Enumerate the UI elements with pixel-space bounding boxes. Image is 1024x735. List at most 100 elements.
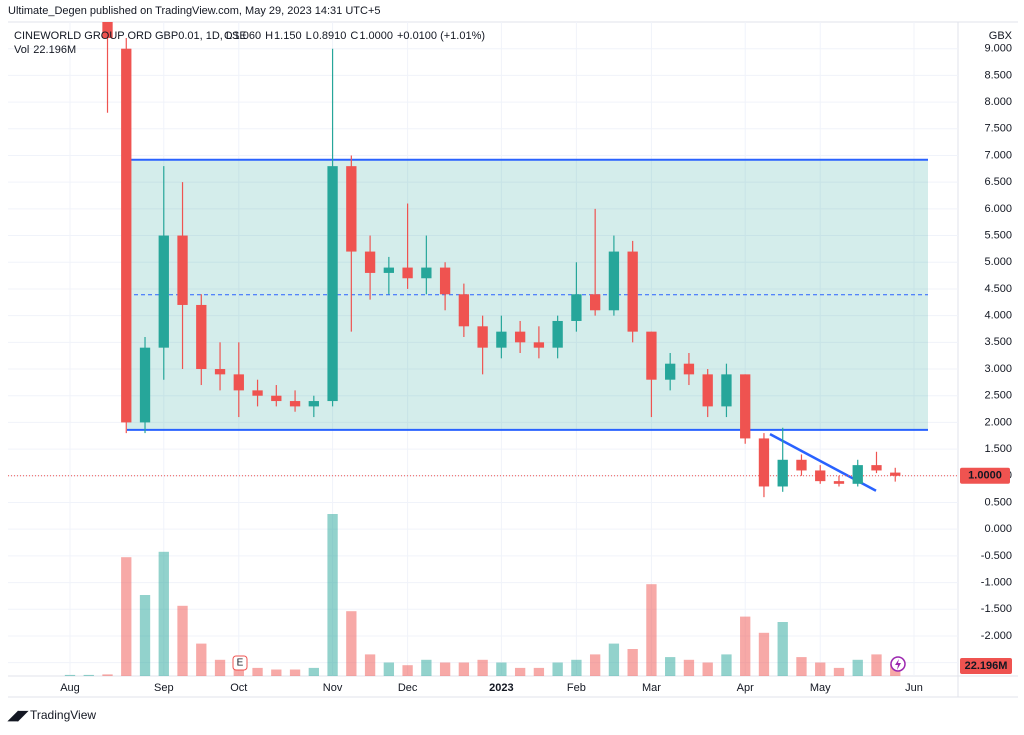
legend-value: 1.0000 — [359, 30, 393, 42]
legend-key: C — [350, 30, 358, 42]
volume-bar — [740, 616, 751, 676]
earnings-marker: E — [237, 658, 244, 669]
volume-bar — [646, 584, 657, 676]
y-tick-label: 3.000 — [984, 363, 1012, 375]
candle-body — [383, 267, 395, 273]
candle-body — [721, 374, 732, 407]
volume-bar — [514, 667, 526, 676]
candle-body — [702, 374, 713, 407]
y-tick-label: -2.000 — [981, 630, 1012, 642]
candle-body — [308, 401, 319, 407]
legend-value: 1.060 — [234, 30, 262, 42]
volume-layer — [64, 514, 901, 676]
candle-body — [196, 304, 207, 370]
candle-body — [683, 363, 695, 375]
candle-body — [871, 465, 882, 471]
y-tick-label: 1.500 — [984, 443, 1012, 455]
volume-tag-label: 22.196M — [965, 660, 1008, 672]
volume-bar — [121, 557, 132, 676]
candle-body — [477, 326, 488, 348]
candle-body — [364, 251, 376, 273]
candle-body — [252, 390, 263, 396]
y-tick-label: 6.500 — [984, 176, 1012, 188]
candle-body — [833, 481, 845, 484]
volume-bar — [702, 662, 713, 676]
legend-value: 0.8910 — [313, 30, 347, 42]
candle-body — [327, 166, 338, 402]
legend-change: +0.0100 (+1.01%) — [397, 30, 485, 42]
x-tick-label: 2023 — [489, 682, 513, 694]
volume-bar — [777, 622, 788, 676]
candle-body — [533, 342, 545, 348]
volume-bar — [64, 674, 76, 676]
legend-key: L — [306, 30, 312, 42]
volume-bar — [439, 662, 451, 676]
candle-body — [121, 48, 132, 423]
y-tick-label: 8.500 — [984, 69, 1012, 81]
candle-body — [815, 470, 826, 482]
candle-body — [158, 235, 169, 348]
volume-bar — [552, 662, 563, 676]
y-tick-label: 4.000 — [984, 310, 1012, 322]
header: Ultimate_Degen published on TradingView.… — [8, 5, 381, 17]
volume-bar — [383, 662, 395, 676]
volume-bar — [458, 662, 470, 676]
candle-body — [271, 395, 282, 402]
y-tick-label: 5.500 — [984, 229, 1012, 241]
volume-bar — [271, 669, 282, 676]
candle-body — [589, 294, 601, 311]
volume-bar — [589, 654, 601, 676]
x-tick-label: Dec — [398, 682, 418, 694]
y-tick-label: -0.500 — [981, 550, 1012, 562]
volume-bar — [758, 632, 770, 676]
candle-body — [289, 401, 301, 407]
y-tick-label: 6.000 — [984, 203, 1012, 215]
x-tick-label: May — [810, 682, 831, 694]
y-tick-label: 8.000 — [984, 96, 1012, 108]
legend-key: O — [224, 30, 233, 42]
candle-body — [139, 347, 151, 423]
candle-body — [439, 267, 451, 295]
volume-bar — [214, 659, 226, 676]
candle-body — [646, 331, 657, 380]
volume-bar — [627, 649, 638, 676]
volume-bar — [158, 551, 169, 676]
y-tick-label: 2.000 — [984, 416, 1012, 428]
legend-value: 1.150 — [274, 30, 302, 42]
candle-body — [346, 166, 357, 252]
earnings-badge — [232, 655, 248, 671]
x-tick-label: Mar — [642, 682, 661, 694]
y-tick-label: 2.500 — [984, 390, 1012, 402]
legend-vol-value: 22.196M — [33, 44, 76, 56]
y-tick-label: -1.000 — [981, 576, 1012, 588]
candle-body — [796, 459, 807, 471]
volume-bar — [421, 659, 432, 676]
drawings-layer — [8, 158, 958, 492]
candle-body — [758, 438, 770, 487]
y-tick-label: 9.000 — [984, 43, 1012, 55]
volume-bar — [833, 667, 845, 676]
x-tick-label: Jun — [905, 682, 923, 694]
volume-bar — [289, 669, 301, 676]
candle-body — [177, 235, 188, 305]
candle-body — [608, 251, 620, 311]
y-tick-label: 7.500 — [984, 123, 1012, 135]
last-price-label: 1.0000 — [968, 470, 1002, 482]
candle-body — [458, 294, 470, 327]
candle-body — [852, 465, 863, 484]
x-tick-label: Sep — [154, 682, 174, 694]
volume-bar — [683, 659, 695, 676]
x-tick-label: Aug — [60, 682, 80, 694]
candle-body — [402, 267, 413, 279]
volume-bar — [364, 654, 376, 676]
volume-bar — [665, 657, 676, 676]
y-tick-label: 0.500 — [984, 496, 1012, 508]
candle-body — [421, 267, 432, 279]
y-tick-label: 5.000 — [984, 256, 1012, 268]
volume-bar — [139, 595, 151, 676]
y-tick-label: 3.500 — [984, 336, 1012, 348]
last-price-tag — [960, 467, 1010, 484]
volume-bar — [871, 654, 882, 676]
